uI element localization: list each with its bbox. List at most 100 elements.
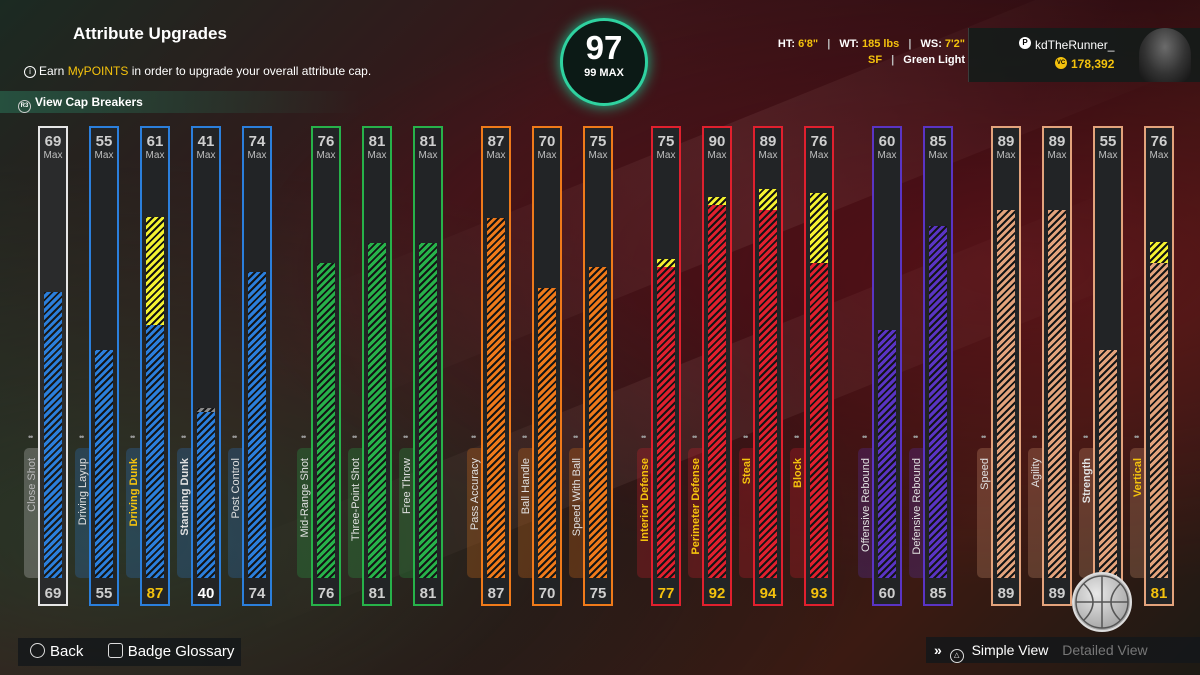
attribute-tab: Speed •• [977,432,991,578]
ellipsis-icon: •• [522,432,527,442]
attribute-label: Speed With Ball [571,458,583,537]
back-button[interactable]: Back [30,643,83,660]
attribute-cap-label: Max [1149,150,1169,161]
attribute-label: Ball Handle [520,458,532,515]
attribute-tab: Vertical •• [1130,432,1144,578]
attribute-cap-value: 89 [759,133,777,150]
attribute-cap-value: 81 [368,133,386,150]
attribute-label: Mid-Range Shot [299,458,311,538]
weight-value: 185 lbs [861,38,900,50]
attribute-cap-label: Max [996,150,1016,161]
attribute-tab: Driving Layup •• [75,432,89,578]
attribute-current-value: 55 [95,585,113,602]
attribute-tab: Speed With Ball •• [569,432,583,578]
attribute-fill [538,288,556,578]
attribute-tab: Strength •• [1079,432,1093,578]
wingspan-value: 7'2" [944,38,965,50]
attribute-fill [197,412,215,578]
attribute-tab: Pass Accuracy •• [467,432,481,578]
triangle-button-icon: △ [949,649,964,663]
attribute-bar: 74 Max 74 [242,126,272,606]
attribute-label: Perimeter Defense [690,458,702,555]
attribute-fill [1048,210,1066,578]
attribute-current-value: 77 [657,585,675,602]
attribute-cap-label: Max [707,150,727,161]
attribute-cap-label: Max [43,150,63,161]
attribute-current-value: 81 [419,585,437,602]
overall-max: 99 MAX [584,67,624,79]
attribute-tab: Block •• [790,432,804,578]
attribute-label: Block [792,458,804,488]
attribute-cap-gap [197,408,215,412]
ellipsis-icon: •• [232,432,237,442]
playstation-icon: P [1019,37,1031,49]
attribute-current-value: 87 [487,585,505,602]
page-title: Attribute Upgrades [73,24,227,43]
attribute-cap-label: Max [537,150,557,161]
ellipsis-icon: •• [794,432,799,442]
ellipsis-icon: •• [301,432,306,442]
attribute-current-value: 70 [538,585,556,602]
attribute-cap-label: Max [247,150,267,161]
attribute-cap-value: 55 [95,133,113,150]
attribute-fill [419,243,437,578]
attribute-current-value: 69 [44,585,62,602]
height-label: HT: [777,38,795,50]
vc-balance: 178,392 [1071,57,1115,71]
attribute-cap-value: 75 [589,133,607,150]
attribute-fill [997,210,1015,578]
gamertag: kdTheRunner_ [1035,38,1115,52]
build-name: Green Light [903,54,965,66]
attribute-tab: Steal •• [739,432,753,578]
attribute-bar: 89 Max 89 [1042,126,1072,606]
view-cap-breakers-button[interactable]: R3 View Cap Breakers [0,91,360,113]
attribute-current-value: 85 [929,585,947,602]
ellipsis-icon: •• [79,432,84,442]
ellipsis-icon: •• [471,432,476,442]
attribute-fill [248,272,266,578]
ellipsis-icon: •• [573,432,578,442]
simple-view-tab[interactable]: Simple View [971,642,1049,658]
info-icon: i [24,66,36,78]
overall-value: 97 [585,29,623,66]
attribute-bonus-fill [810,193,828,263]
attribute-current-value: 92 [708,585,726,602]
ellipsis-icon: •• [981,432,986,442]
basketball-icon [1072,572,1132,632]
attribute-tab: Offensive Rebound •• [858,432,872,578]
ellipsis-icon: •• [692,432,697,442]
weight-label: WT: [839,38,859,50]
attribute-bar: 85 Max 85 [923,126,953,606]
attribute-bar: 69 Max 69 [38,126,68,606]
attribute-cap-label: Max [1098,150,1118,161]
attribute-tab: Post Control •• [228,432,242,578]
attribute-cap-label: Max [316,150,336,161]
attribute-tab: Mid-Range Shot •• [297,432,311,578]
attribute-fill [317,263,335,578]
badge-glossary-button[interactable]: Badge Glossary [107,643,234,660]
chevron-right-icon: » [934,642,942,658]
attribute-label: Driving Dunk [128,458,140,527]
r3-button-icon: R3 [18,100,31,113]
attribute-tab: Standing Dunk •• [177,432,191,578]
attribute-cap-label: Max [145,150,165,161]
detailed-view-tab[interactable]: Detailed View [1062,642,1148,658]
attribute-cap-label: Max [418,150,438,161]
attribute-current-value: 89 [1048,585,1066,602]
wingspan-label: WS: [920,38,942,50]
ellipsis-icon: •• [1134,432,1139,442]
attribute-cap-label: Max [486,150,506,161]
attribute-label: Close Shot [26,458,38,512]
attribute-fill [1099,350,1117,578]
attribute-bonus-fill [146,217,164,325]
attribute-fill [708,205,726,578]
attribute-label: Interior Defense [639,458,651,542]
attribute-cap-value: 60 [878,133,896,150]
attribute-label: Offensive Rebound [860,458,872,552]
attribute-label: Strength [1081,458,1093,504]
attribute-bar: 89 Max 89 [991,126,1021,606]
view-toggle: » △ Simple View Detailed View [926,637,1200,663]
mypoints-highlight: MyPOINTS [67,64,129,78]
ellipsis-icon: •• [862,432,867,442]
